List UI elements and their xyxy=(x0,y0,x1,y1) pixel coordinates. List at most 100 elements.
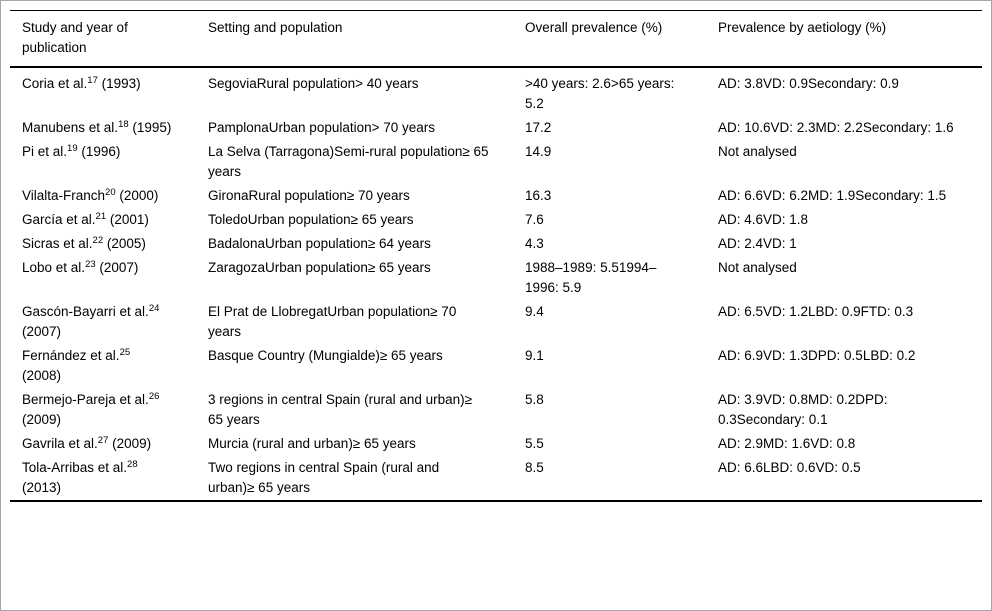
table-row: Coria et al.17 (1993) SegoviaRural popul… xyxy=(10,67,982,116)
study-cell: Sicras et al.22 (2005) xyxy=(10,232,196,256)
aetiology-prevalence-cell: AD: 10.6VD: 2.3MD: 2.2Secondary: 1.6 xyxy=(718,120,954,135)
column-header-overall-prevalence: Overall prevalence (%) xyxy=(513,10,706,68)
study-year: (2007) xyxy=(22,324,62,339)
overall-prevalence-cell: 16.3 xyxy=(525,188,552,203)
aetiology-prevalence-cell: Not analysed xyxy=(718,144,797,159)
overall-prevalence-cell: 1988–1989: 5.51994–1996: 5.9 xyxy=(525,260,657,295)
aetiology-prevalence-cell: AD: 4.6VD: 1.8 xyxy=(718,212,809,227)
study-reference-superscript: 19 xyxy=(67,143,78,154)
table-row: Gascón-Bayarri et al.24 (2007) El Prat d… xyxy=(10,300,982,344)
table-row: Manubens et al.18 (1995) PamplonaUrban p… xyxy=(10,116,982,140)
study-reference-superscript: 20 xyxy=(105,187,116,198)
header-row: Study and year of publication Setting an… xyxy=(10,10,982,68)
study-year: (2009) xyxy=(22,412,62,427)
aetiology-prevalence-cell: AD: 6.6LBD: 0.6VD: 0.5 xyxy=(718,460,861,475)
table-row: Fernández et al.25 (2008) Basque Country… xyxy=(10,344,982,388)
study-year: (2007) xyxy=(95,260,139,275)
table-header: Study and year of publication Setting an… xyxy=(10,10,982,68)
table-row: Lobo et al.23 (2007) ZaragozaUrban popul… xyxy=(10,256,982,300)
setting-cell: 3 regions in central Spain (rural and ur… xyxy=(208,392,473,427)
study-name: Pi et al. xyxy=(22,144,68,159)
study-cell: Gascón-Bayarri et al.24 (2007) xyxy=(10,300,196,344)
overall-prevalence-cell: 8.5 xyxy=(525,460,544,475)
study-reference-superscript: 23 xyxy=(85,259,96,270)
setting-cell: Two regions in central Spain (rural and … xyxy=(208,460,440,495)
overall-prevalence-cell: 14.9 xyxy=(525,144,552,159)
setting-cell: BadalonaUrban population≥ 64 years xyxy=(208,236,431,251)
overall-prevalence-cell: 17.2 xyxy=(525,120,552,135)
setting-cell: GironaRural population≥ 70 years xyxy=(208,188,410,203)
study-reference-superscript: 21 xyxy=(95,211,107,222)
study-year: (2008) xyxy=(22,368,62,383)
setting-cell: Murcia (rural and urban)≥ 65 years xyxy=(208,436,416,451)
study-name: Vilalta-Franch xyxy=(22,188,106,203)
study-cell: Pi et al.19 (1996) xyxy=(10,140,196,184)
setting-cell: Basque Country (Mungialde)≥ 65 years xyxy=(208,348,443,363)
study-cell: Lobo et al.23 (2007) xyxy=(10,256,196,300)
study-cell: Gavrila et al.27 (2009) xyxy=(10,432,196,456)
aetiology-prevalence-cell: AD: 3.9VD: 0.8MD: 0.2DPD: 0.3Secondary: … xyxy=(718,392,888,427)
overall-prevalence-cell: >40 years: 2.6>65 years: 5.2 xyxy=(525,76,675,111)
study-year: (2013) xyxy=(22,480,62,495)
study-reference-superscript: 17 xyxy=(87,75,98,86)
table-body: Coria et al.17 (1993) SegoviaRural popul… xyxy=(10,67,982,501)
setting-cell: ZaragozaUrban population≥ 65 years xyxy=(208,260,431,275)
study-reference-superscript: 27 xyxy=(97,435,109,446)
setting-cell: SegoviaRural population> 40 years xyxy=(208,76,419,91)
study-name: Coria et al. xyxy=(22,76,88,91)
study-name: Fernández et al. xyxy=(22,348,120,363)
overall-prevalence-cell: 9.1 xyxy=(525,348,544,363)
study-reference-superscript: 18 xyxy=(118,119,129,130)
study-cell: Fernández et al.25 (2008) xyxy=(10,344,196,388)
study-name: Tola-Arribas et al. xyxy=(22,460,128,475)
overall-prevalence-cell: 9.4 xyxy=(525,304,544,319)
study-reference-superscript: 26 xyxy=(148,391,160,402)
table-row: García et al.21 (2001) ToledoUrban popul… xyxy=(10,208,982,232)
study-year: (1995) xyxy=(128,120,172,135)
study-name: Sicras et al. xyxy=(22,236,93,251)
aetiology-prevalence-cell: AD: 6.9VD: 1.3DPD: 0.5LBD: 0.2 xyxy=(718,348,916,363)
study-cell: Coria et al.17 (1993) xyxy=(10,67,196,116)
study-reference-superscript: 24 xyxy=(148,303,160,314)
overall-prevalence-cell: 7.6 xyxy=(525,212,544,227)
prevalence-table: Study and year of publication Setting an… xyxy=(10,10,982,502)
study-name: García et al. xyxy=(22,212,96,227)
study-year: (2000) xyxy=(115,188,159,203)
aetiology-prevalence-cell: Not analysed xyxy=(718,260,797,275)
study-reference-superscript: 22 xyxy=(92,235,104,246)
table-row: Vilalta-Franch20 (2000) GironaRural popu… xyxy=(10,184,982,208)
table-row: Tola-Arribas et al.28 (2013) Two regions… xyxy=(10,456,982,501)
setting-cell: PamplonaUrban population> 70 years xyxy=(208,120,436,135)
study-year: (1993) xyxy=(97,76,141,91)
study-year: (2009) xyxy=(108,436,152,451)
study-name: Manubens et al. xyxy=(22,120,119,135)
study-name: Gascón-Bayarri et al. xyxy=(22,304,149,319)
setting-cell: ToledoUrban population≥ 65 years xyxy=(208,212,414,227)
overall-prevalence-cell: 4.3 xyxy=(525,236,544,251)
column-header-aetiology-prevalence: Prevalence by aetiology (%) xyxy=(706,10,982,68)
study-cell: Tola-Arribas et al.28 (2013) xyxy=(10,456,196,501)
study-year: (1996) xyxy=(77,144,121,159)
study-reference-superscript: 25 xyxy=(119,347,131,358)
column-header-study: Study and year of publication xyxy=(10,10,196,68)
study-cell: Manubens et al.18 (1995) xyxy=(10,116,196,140)
study-cell: García et al.21 (2001) xyxy=(10,208,196,232)
study-cell: Bermejo-Pareja et al.26 (2009) xyxy=(10,388,196,432)
study-name: Gavrila et al. xyxy=(22,436,98,451)
table-row: Gavrila et al.27 (2009) Murcia (rural an… xyxy=(10,432,982,456)
column-header-setting: Setting and population xyxy=(196,10,513,68)
aetiology-prevalence-cell: AD: 3.8VD: 0.9Secondary: 0.9 xyxy=(718,76,899,91)
study-reference-superscript: 28 xyxy=(127,459,138,470)
aetiology-prevalence-cell: AD: 2.4VD: 1 xyxy=(718,236,797,251)
study-year: (2005) xyxy=(103,236,146,251)
study-year: (2001) xyxy=(106,212,149,227)
study-name: Bermejo-Pareja et al. xyxy=(22,392,149,407)
table-row: Pi et al.19 (1996) La Selva (Tarragona)S… xyxy=(10,140,982,184)
table-row: Sicras et al.22 (2005) BadalonaUrban pop… xyxy=(10,232,982,256)
overall-prevalence-cell: 5.5 xyxy=(525,436,544,451)
setting-cell: El Prat de LlobregatUrban population≥ 70… xyxy=(208,304,457,339)
study-name: Lobo et al. xyxy=(22,260,86,275)
aetiology-prevalence-cell: AD: 6.5VD: 1.2LBD: 0.9FTD: 0.3 xyxy=(718,304,914,319)
table-row: Bermejo-Pareja et al.26 (2009) 3 regions… xyxy=(10,388,982,432)
